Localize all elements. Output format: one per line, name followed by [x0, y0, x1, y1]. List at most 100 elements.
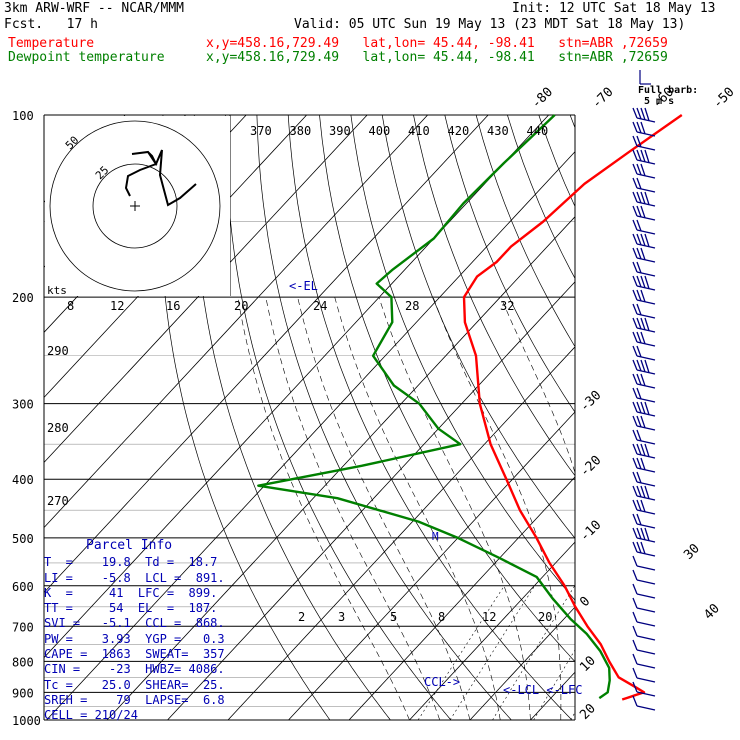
- wind-barb-flag: [632, 107, 638, 119]
- wind-barb-flag: [640, 163, 646, 177]
- pressure-tick-label: 500: [12, 532, 34, 546]
- wind-barb: [632, 471, 656, 487]
- wind-barb-flag: [632, 611, 638, 623]
- wind-barb-staff: [636, 187, 656, 193]
- wind-barb-flag: [640, 289, 646, 303]
- wind-barb-flag: [632, 177, 638, 189]
- wind-barb-staff: [636, 635, 656, 641]
- wind-barb-staff: [636, 425, 656, 431]
- moist-adiabat-line: [297, 297, 471, 720]
- wind-barb-staff: [636, 243, 656, 249]
- moist-adiabat-line: [378, 297, 531, 720]
- wind-barb-staff: [636, 705, 656, 711]
- init-time: Init: 12 UTC Sat 18 May 13: [512, 1, 716, 16]
- wind-barb: [632, 261, 656, 277]
- parcel-row: SVI = -5.1 CCL = 868.: [44, 616, 225, 631]
- isotherm-line: [469, 606, 575, 720]
- parcel-row: CIN = -23 HWBZ= 4086.: [44, 662, 225, 677]
- isotherm-line: [348, 476, 575, 720]
- right-temp-tick-label: -20: [577, 453, 604, 480]
- wind-barb-flag: [636, 191, 642, 204]
- wind-barb: [632, 695, 656, 711]
- wind-barb-flag: [636, 387, 642, 400]
- wind-barb-flag: [636, 121, 642, 134]
- wind-barb-flag: [632, 359, 638, 371]
- wind-barb: [632, 135, 656, 151]
- wind-barb-staff: [636, 145, 656, 151]
- isotherm-line: [288, 411, 575, 720]
- wind-barb-flag: [636, 457, 642, 470]
- wind-barb-staff: [636, 565, 656, 571]
- valid-time: Valid: 05 UTC Sun 19 May 13 (23 MDT Sat …: [294, 17, 686, 32]
- right-temp-tick-label: 10: [577, 653, 599, 675]
- isotherm-line: [44, 115, 428, 529]
- wind-barb-staff: [636, 509, 656, 515]
- wind-barb-flag: [632, 681, 638, 693]
- wind-barb-flag: [640, 415, 646, 429]
- kts-label: kts: [47, 284, 67, 297]
- wind-barb-flag: [640, 373, 646, 387]
- parcel-marker: M: [432, 530, 439, 543]
- dewpoint-legend-label: Dewpoint temperature: [8, 50, 165, 65]
- wind-barb-flag: [636, 261, 642, 274]
- wind-barb-flag: [632, 345, 638, 357]
- wind-barb-staff: [636, 229, 656, 235]
- wind-barb-staff: [636, 649, 656, 655]
- wind-barb-flag: [644, 359, 650, 373]
- parcel-row: K = 41 LFC = 899.: [44, 585, 218, 600]
- wind-barb: [632, 205, 656, 221]
- mixing-ratio-label: 24: [313, 299, 327, 313]
- wind-barb-flag: [636, 289, 642, 302]
- wind-barb-flag: [640, 331, 646, 345]
- wind-barb: [632, 443, 656, 459]
- pressure-tick-label: 700: [12, 620, 34, 634]
- theta-tick-label: 400: [369, 124, 391, 138]
- wind-barb-staff: [636, 621, 656, 627]
- wind-barb-flag: [632, 499, 638, 511]
- wind-barb-flag: [636, 135, 642, 148]
- wind-barb-flag: [636, 401, 642, 414]
- wind-barb-flag: [640, 233, 646, 247]
- parcel-row: TT = 54 EL = 187.: [44, 601, 218, 616]
- isotherm-line: [46, 151, 575, 720]
- wind-barb: [632, 499, 656, 515]
- dry-adiabat-line: [601, 115, 740, 720]
- pressure-tick-label: 300: [12, 398, 34, 412]
- wind-barb-flag: [632, 625, 638, 637]
- isotherm-line: [44, 115, 368, 464]
- wind-barb: [632, 429, 656, 445]
- parcel-row: CAPE = 1863 SWEAT= 357: [44, 647, 225, 662]
- theta-left-tick-label: 290: [47, 344, 69, 358]
- dry-adiabat-line: [538, 115, 575, 208]
- temperature-legend-label: Temperature: [8, 36, 95, 51]
- wind-barb-flag: [632, 373, 638, 385]
- wind-barb-staff: [636, 663, 656, 669]
- wind-barb: [632, 219, 656, 235]
- wind-barb-staff: [636, 383, 656, 389]
- wind-barb: [632, 639, 656, 655]
- parcel-row: PW = 3.93 YGP = 0.3: [44, 631, 225, 646]
- dry-adiabat-line: [507, 115, 575, 280]
- theta-tick-label: 380: [290, 124, 312, 138]
- wind-barb-flag: [644, 275, 650, 289]
- wind-barb-flag: [636, 275, 642, 288]
- grid-clip: [44, 115, 740, 720]
- top-temp-tick-label: -50: [710, 85, 737, 112]
- wind-barb-flag: [632, 121, 638, 133]
- wind-barb-staff: [636, 327, 656, 333]
- wind-barb-flag: [632, 233, 638, 245]
- wind-barb-flag: [632, 597, 638, 609]
- wind-barbs: [632, 70, 656, 711]
- wind-barb-staff: [636, 313, 656, 319]
- theta-tick-label: 440: [527, 124, 549, 138]
- right-temp-tick-label: -30: [577, 388, 604, 415]
- wind-barb-flag: [636, 429, 642, 442]
- lcl-lfc-marker: <-LCL <-LFC: [503, 683, 582, 697]
- wind-barb-flag: [640, 107, 646, 121]
- wind-barb-flag: [640, 121, 646, 135]
- wind-barb-staff: [636, 355, 656, 361]
- dry-adiabat-line: [287, 115, 573, 720]
- wind-barb-flag: [632, 191, 638, 203]
